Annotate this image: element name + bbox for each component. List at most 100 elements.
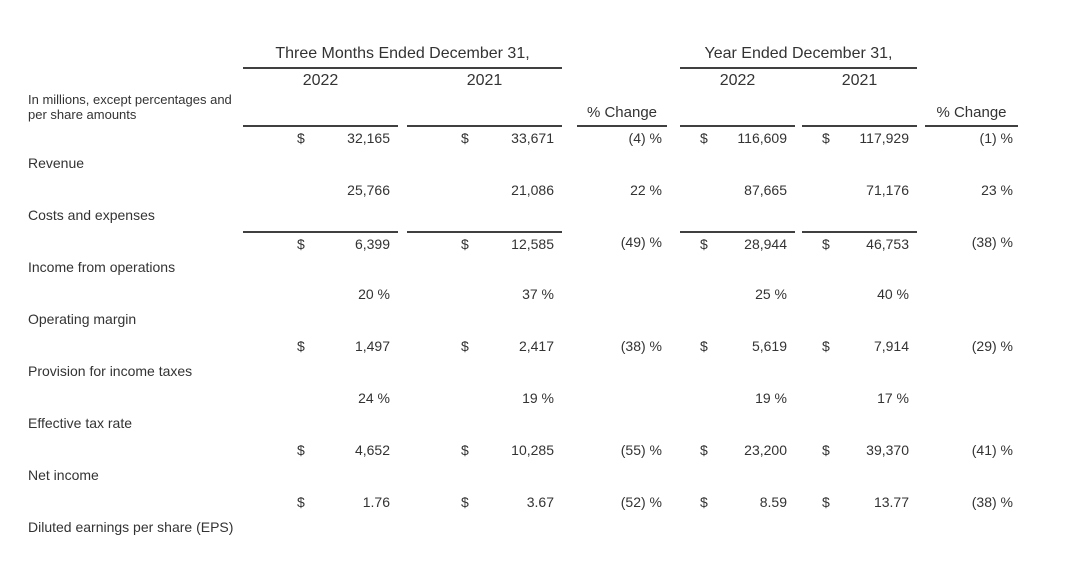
cell-3mo-2021: $33,671 xyxy=(461,130,554,146)
cell-3mo-2021: $3.67 xyxy=(461,494,554,510)
table-row: Costs and expenses 25,766 21,086 22 % 87… xyxy=(28,179,1018,231)
cell-3mo-2022: 25,766 xyxy=(347,182,390,198)
pct-change-header-yr: % Change xyxy=(925,95,1018,127)
column-group-three-months: Three Months Ended December 31, xyxy=(243,45,562,69)
units-note: In millions, except percentages and per … xyxy=(28,92,232,122)
currency-symbol: $ xyxy=(822,236,830,252)
cell-yr-2022: $28,944 xyxy=(680,231,795,283)
cell-yr-2022: $5,619 xyxy=(700,338,787,354)
row-label: Costs and expenses xyxy=(28,207,155,223)
cell-3mo-2021: 37 % xyxy=(522,286,554,302)
cell-yr-2022: 87,665 xyxy=(744,182,787,198)
column-rule xyxy=(407,95,562,127)
cell-yr-pct-change: (29) % xyxy=(971,338,1013,354)
cell-3mo-2022: $1,497 xyxy=(297,338,390,354)
cell-yr-2021: $46,753 xyxy=(802,231,917,283)
table-header: In millions, except percentages and per … xyxy=(28,45,1018,127)
cell-3mo-pct-change: 22 % xyxy=(630,182,662,198)
cell-yr-pct-change: (38) % xyxy=(971,234,1013,250)
cell-yr-pct-change xyxy=(925,283,1018,335)
cell-yr-pct-change: (38) % xyxy=(971,494,1013,510)
table-row: Diluted earnings per share (EPS) $1.76 $… xyxy=(28,491,1018,543)
currency-symbol: $ xyxy=(461,236,469,252)
currency-symbol: $ xyxy=(461,338,469,354)
currency-symbol: $ xyxy=(297,236,305,252)
row-label: Provision for income taxes xyxy=(28,363,193,379)
cell-yr-2021: 71,176 xyxy=(866,182,909,198)
cell-3mo-pct-change: (49) % xyxy=(620,234,662,250)
cell-3mo-2022: $1.76 xyxy=(297,494,390,510)
cell-yr-pct-change: 23 % xyxy=(981,182,1013,198)
cell-3mo-2022: 20 % xyxy=(358,286,390,302)
currency-symbol: $ xyxy=(297,494,305,510)
cell-3mo-2021: 21,086 xyxy=(511,182,554,198)
cell-yr-2021: $7,914 xyxy=(822,338,909,354)
currency-symbol: $ xyxy=(461,442,469,458)
cell-3mo-2021: $12,585 xyxy=(407,231,562,283)
table-row: Operating margin 20 % 37 % 25 % 40 % xyxy=(28,283,1018,335)
table-row: Effective tax rate 24 % 19 % 19 % 17 % xyxy=(28,387,1018,439)
cell-yr-2022: $8.59 xyxy=(700,494,787,510)
cell-yr-2022: $116,609 xyxy=(700,130,787,146)
cell-yr-2021: $13.77 xyxy=(822,494,909,510)
cell-yr-2021: $117,929 xyxy=(822,130,909,146)
cell-3mo-2021: $2,417 xyxy=(461,338,554,354)
currency-symbol: $ xyxy=(822,442,830,458)
currency-symbol: $ xyxy=(700,442,708,458)
cell-3mo-2022: $6,399 xyxy=(243,231,398,283)
currency-symbol: $ xyxy=(822,338,830,354)
cell-yr-pct-change: (1) % xyxy=(979,130,1013,146)
cell-yr-2022: 19 % xyxy=(755,390,787,406)
cell-3mo-pct-change: (52) % xyxy=(620,494,662,510)
cell-3mo-2021: 19 % xyxy=(522,390,554,406)
currency-symbol: $ xyxy=(297,130,305,146)
cell-yr-2022: 25 % xyxy=(755,286,787,302)
currency-symbol: $ xyxy=(822,494,830,510)
year-header-yr-2021: 2021 xyxy=(841,72,878,89)
row-label: Operating margin xyxy=(28,311,137,327)
financial-results-table: In millions, except percentages and per … xyxy=(28,45,1018,543)
year-header-3mo-2022: 2022 xyxy=(302,72,339,89)
column-rule xyxy=(680,95,795,127)
cell-3mo-pct-change: (38) % xyxy=(620,338,662,354)
cell-3mo-pct-change: (4) % xyxy=(628,130,662,146)
currency-symbol: $ xyxy=(297,338,305,354)
table-row: Income from operations $6,399 $12,585 (4… xyxy=(28,231,1018,283)
currency-symbol: $ xyxy=(700,338,708,354)
cell-yr-pct-change: (41) % xyxy=(971,442,1013,458)
row-label: Income from operations xyxy=(28,259,176,275)
cell-3mo-pct-change xyxy=(577,387,667,439)
cell-3mo-2022: 24 % xyxy=(358,390,390,406)
cell-yr-pct-change xyxy=(925,387,1018,439)
currency-symbol: $ xyxy=(700,236,708,252)
currency-symbol: $ xyxy=(822,130,830,146)
cell-yr-2022: $23,200 xyxy=(700,442,787,458)
row-label: Diluted earnings per share (EPS) xyxy=(28,519,234,535)
row-label: Revenue xyxy=(28,155,85,171)
column-group-full-year: Year Ended December 31, xyxy=(680,45,917,69)
cell-3mo-2021: $10,285 xyxy=(461,442,554,458)
cell-3mo-2022: $4,652 xyxy=(297,442,390,458)
column-rule xyxy=(243,95,398,127)
currency-symbol: $ xyxy=(700,494,708,510)
currency-symbol: $ xyxy=(461,130,469,146)
year-header-yr-2022: 2022 xyxy=(719,72,756,89)
cell-3mo-pct-change xyxy=(577,283,667,335)
currency-symbol: $ xyxy=(700,130,708,146)
pct-change-header-3mo: % Change xyxy=(577,95,667,127)
cell-yr-2021: 40 % xyxy=(877,286,909,302)
table-row: Net income $4,652 $10,285 (55) % $23,200… xyxy=(28,439,1018,491)
row-label: Net income xyxy=(28,467,99,483)
cell-yr-2021: 17 % xyxy=(877,390,909,406)
table-row: Revenue $32,165 $33,671 (4) % $116,609 $… xyxy=(28,127,1018,179)
cell-3mo-2022: $32,165 xyxy=(297,130,390,146)
cell-yr-2021: $39,370 xyxy=(822,442,909,458)
year-header-3mo-2021: 2021 xyxy=(466,72,503,89)
currency-symbol: $ xyxy=(297,442,305,458)
currency-symbol: $ xyxy=(461,494,469,510)
row-label: Effective tax rate xyxy=(28,415,133,431)
column-rule xyxy=(802,95,917,127)
cell-3mo-pct-change: (55) % xyxy=(620,442,662,458)
table-row: Provision for income taxes $1,497 $2,417… xyxy=(28,335,1018,387)
